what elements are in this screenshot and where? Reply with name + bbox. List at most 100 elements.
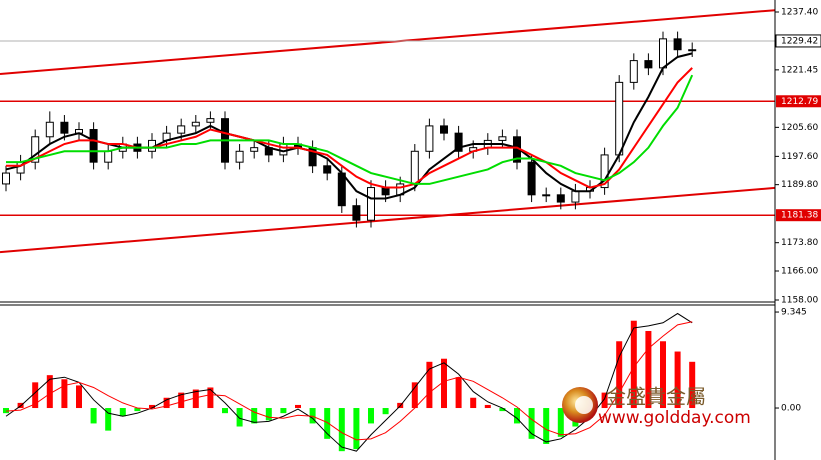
candle-body xyxy=(337,172,346,207)
candle-body xyxy=(31,136,40,163)
y-tick-label: 1158.00 xyxy=(781,296,818,306)
candle-body xyxy=(673,38,682,51)
histogram-bar xyxy=(90,408,97,424)
candle-body xyxy=(381,187,390,196)
level-label: 1212.79 xyxy=(781,97,818,107)
candle-body xyxy=(440,125,448,134)
y-tick-label: 1205.60 xyxy=(781,123,818,133)
histogram-bar xyxy=(353,408,360,450)
candle-body xyxy=(659,38,667,69)
moving-average xyxy=(6,74,694,185)
level-label: 1181.38 xyxy=(781,211,818,221)
candle-body xyxy=(629,60,638,83)
y-tick-label: 0.00 xyxy=(781,404,801,414)
macd-line xyxy=(5,321,693,441)
histogram-bar xyxy=(192,389,199,409)
candle-body xyxy=(688,49,697,52)
histogram-bar xyxy=(543,408,550,444)
candle-body xyxy=(542,194,551,197)
y-tick-label: 1173.80 xyxy=(781,238,818,248)
current-price-label: 1229.42 xyxy=(781,36,818,46)
candle-body xyxy=(425,125,434,152)
histogram-bar xyxy=(309,408,316,424)
histogram-bar xyxy=(119,408,126,417)
candle-body xyxy=(410,150,419,185)
histogram-bar xyxy=(557,408,564,437)
histogram-bar xyxy=(61,379,68,409)
candle-body xyxy=(615,81,624,156)
candle-body xyxy=(323,165,332,174)
histogram-bar xyxy=(674,351,681,409)
histogram-bar xyxy=(441,358,447,409)
moving-average xyxy=(6,67,693,189)
moving-average xyxy=(5,52,693,200)
histogram-bar xyxy=(207,387,214,409)
macd-line xyxy=(5,312,693,452)
candle-body xyxy=(571,190,580,203)
candle-body xyxy=(2,172,10,185)
histogram-bar xyxy=(324,408,331,439)
y-tick-label: 1166.00 xyxy=(781,266,818,276)
level-label-box xyxy=(776,209,821,222)
histogram-bar xyxy=(280,408,287,414)
histogram-bar xyxy=(222,408,228,414)
candle-body xyxy=(498,136,507,141)
histogram-bar xyxy=(32,382,39,409)
histogram-bar xyxy=(295,404,301,409)
watermark: 金盛貴金屬 www.goldday.com xyxy=(562,385,751,428)
candle-body xyxy=(527,161,536,196)
channel-line xyxy=(0,186,776,254)
histogram-bar xyxy=(134,408,141,412)
histogram-bar xyxy=(265,408,272,421)
y-tick-label: 1221.45 xyxy=(781,65,818,75)
histogram-bar xyxy=(660,341,666,409)
candle-body xyxy=(454,132,463,152)
histogram-bar xyxy=(689,361,696,409)
candle-body xyxy=(367,187,375,221)
candle-body xyxy=(60,121,69,134)
url: www.goldday.com xyxy=(598,408,751,428)
histogram-bar xyxy=(178,392,185,409)
histogram-bar xyxy=(499,408,506,412)
candle-body xyxy=(600,154,609,189)
histogram-bar xyxy=(76,385,82,409)
candle-body xyxy=(235,150,244,163)
y-tick-label: 1237.40 xyxy=(781,8,818,18)
histogram-bar xyxy=(470,397,477,409)
histogram-bar xyxy=(528,408,535,439)
y-tick-label: 1197.60 xyxy=(781,152,818,162)
histogram-bar xyxy=(514,408,520,424)
candle-body xyxy=(250,147,259,152)
histogram-bar xyxy=(149,404,155,409)
candle-body xyxy=(191,121,200,127)
histogram-bar xyxy=(455,377,462,409)
histogram-bar xyxy=(382,408,389,415)
histogram-bar xyxy=(3,408,9,414)
histogram-bar xyxy=(251,408,258,424)
histogram-bar xyxy=(630,320,637,409)
candle-body xyxy=(206,118,215,123)
y-tick-label: 1189.80 xyxy=(781,180,818,190)
histogram-bar xyxy=(46,375,53,409)
candle-body xyxy=(279,143,288,156)
channel-line xyxy=(0,9,776,76)
candle-body xyxy=(352,205,361,221)
histogram-bar xyxy=(426,361,433,409)
candle-body xyxy=(104,150,113,163)
logo-inner xyxy=(575,396,593,414)
candle-body xyxy=(89,129,98,163)
candle-body xyxy=(644,60,653,69)
histogram-bar xyxy=(645,330,652,409)
candle-body xyxy=(177,125,186,134)
y-tick-label: 9.345 xyxy=(781,308,807,318)
histogram-bar xyxy=(236,408,243,427)
histogram-bar xyxy=(163,397,170,409)
histogram-bar xyxy=(616,341,623,409)
candle-body xyxy=(556,194,565,203)
current-price-box xyxy=(775,34,821,48)
histogram-bar xyxy=(411,382,418,409)
histogram-bar xyxy=(601,392,608,409)
brand: 金盛貴金屬 xyxy=(606,385,706,409)
histogram-bar xyxy=(338,408,345,452)
